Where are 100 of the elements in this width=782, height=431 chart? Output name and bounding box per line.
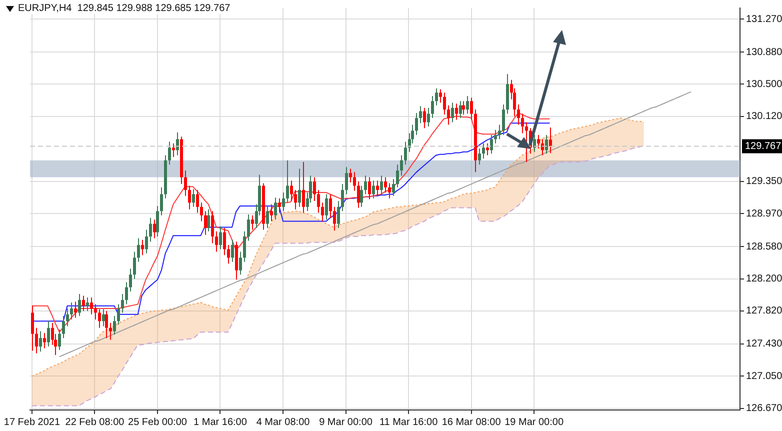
candlestick	[31, 305, 34, 352]
candlestick	[286, 160, 289, 204]
candlestick	[211, 210, 214, 244]
candlestick	[404, 141, 407, 166]
candlestick	[90, 296, 93, 315]
candlestick	[149, 217, 152, 242]
candlestick	[451, 102, 454, 123]
candlestick	[266, 206, 269, 229]
y-tick-label: 127.050	[746, 370, 782, 382]
candlestick	[188, 185, 191, 210]
candlestick	[290, 180, 293, 202]
candlestick	[360, 185, 363, 208]
candlestick	[470, 97, 473, 120]
candlestick	[490, 134, 493, 154]
candlestick	[349, 168, 352, 183]
candlestick	[117, 304, 120, 326]
candlestick	[329, 194, 332, 218]
candlestick	[227, 244, 230, 264]
candlestick	[435, 88, 438, 106]
candlestick	[58, 329, 61, 350]
candlestick	[549, 127, 552, 154]
y-tick-label: 130.880	[746, 46, 782, 58]
x-tick-label: 11 Mar 16:00	[379, 416, 438, 428]
candlestick	[341, 184, 344, 212]
candlestick	[62, 316, 65, 339]
candlestick	[70, 302, 73, 320]
candlestick	[525, 122, 528, 163]
candlestick	[278, 198, 281, 214]
candlestick	[313, 176, 316, 202]
x-tick-label: 17 Feb 2021	[4, 416, 60, 428]
y-tick-label: 128.580	[746, 241, 782, 252]
candlestick	[447, 104, 450, 126]
candlestick	[184, 170, 187, 196]
candlestick	[455, 103, 458, 120]
candlestick	[392, 178, 395, 196]
candlestick	[498, 124, 501, 140]
candlestick	[243, 230, 246, 262]
candlestick	[129, 268, 132, 292]
candlestick	[86, 296, 89, 312]
candlestick	[82, 295, 85, 312]
candlestick	[545, 134, 548, 154]
candlestick	[113, 316, 116, 336]
candlestick	[105, 310, 108, 339]
candlestick	[47, 320, 50, 348]
candlestick	[274, 197, 277, 220]
candlestick	[145, 229, 148, 254]
candlestick	[156, 206, 159, 238]
candlestick	[521, 113, 524, 134]
candlestick	[380, 175, 383, 195]
candlestick	[98, 308, 101, 328]
candlestick	[204, 210, 207, 236]
x-tick-label: 25 Feb 00:00	[128, 416, 188, 428]
candlestick	[133, 251, 136, 280]
candlestick	[239, 251, 242, 276]
candlestick	[270, 204, 273, 222]
candlestick	[207, 208, 210, 232]
candlestick	[125, 282, 128, 305]
candlestick	[415, 112, 418, 136]
candlestick	[294, 189, 297, 210]
candlestick	[137, 238, 140, 262]
candlestick	[462, 100, 465, 116]
candlestick	[109, 322, 112, 340]
candlestick	[353, 172, 356, 192]
candlestick	[494, 129, 497, 144]
candlestick	[337, 200, 340, 229]
candlestick	[141, 239, 144, 256]
candlestick	[302, 162, 305, 214]
candlestick	[376, 180, 379, 196]
candlestick	[517, 104, 520, 126]
candlestick	[282, 192, 285, 212]
y-tick-label: 128.970	[746, 208, 782, 220]
candlestick	[219, 226, 222, 250]
candlestick	[39, 330, 42, 352]
candlestick	[223, 228, 226, 256]
candlestick	[486, 142, 489, 156]
x-tick-label: 22 Feb 08:00	[65, 416, 125, 428]
candlestick	[466, 96, 469, 114]
candlestick	[74, 301, 77, 318]
candlestick	[443, 92, 446, 116]
candlestick	[247, 214, 250, 242]
x-tick-label: 1 Mar 16:00	[194, 416, 248, 428]
candlestick	[502, 104, 505, 136]
candlestick	[384, 176, 387, 193]
candlestick	[160, 186, 163, 216]
candlestick	[423, 107, 426, 129]
candlestick	[537, 134, 540, 149]
candlestick	[427, 107, 430, 127]
candlestick	[372, 180, 375, 199]
chart-title: EURJPY,H4 129.845 129.988 129.685 129.767	[18, 3, 230, 14]
candlestick	[35, 327, 38, 354]
candlestick	[102, 308, 105, 327]
candlestick	[94, 304, 97, 320]
y-tick-label: 130.120	[746, 111, 782, 122]
candlestick	[325, 194, 328, 220]
candlestick	[439, 88, 442, 104]
y-tick-label: 127.820	[746, 306, 782, 317]
candlestick	[78, 294, 81, 317]
candlestick	[153, 219, 156, 239]
candlestick	[388, 182, 391, 199]
candlestick	[231, 239, 234, 262]
